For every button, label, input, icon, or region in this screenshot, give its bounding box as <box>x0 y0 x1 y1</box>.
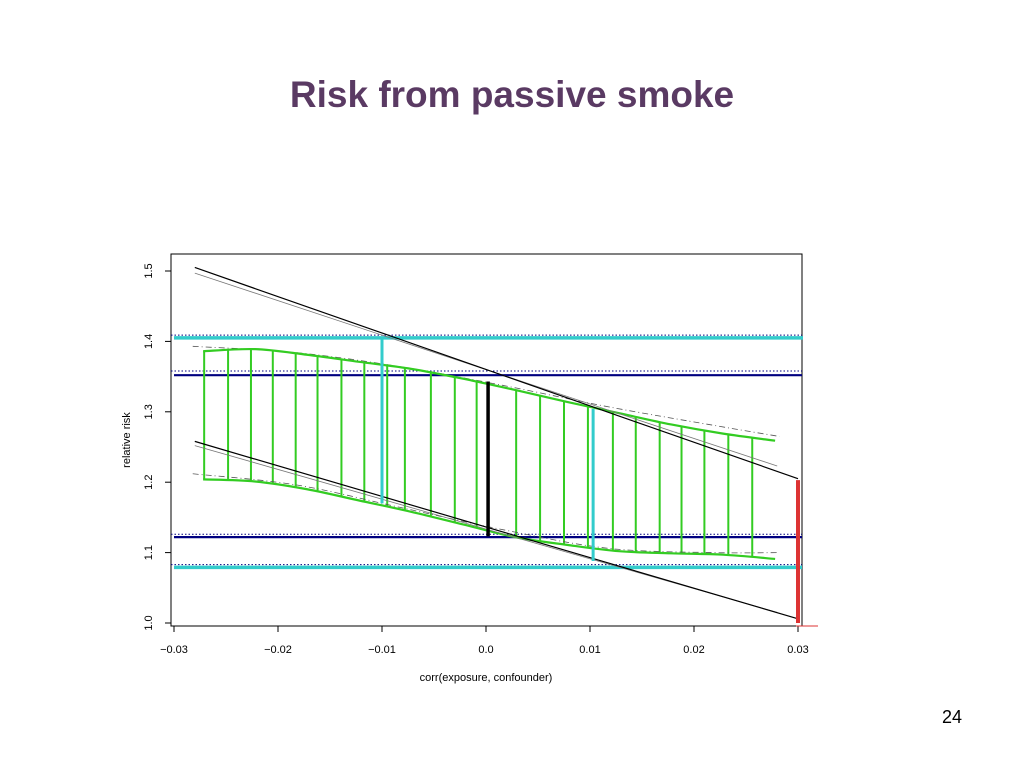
page-number: 24 <box>941 707 962 727</box>
x-tick-label: −0.02 <box>264 644 292 656</box>
slide-title: Risk from passive smoke <box>289 74 735 115</box>
y-tick-label: 1.5 <box>143 263 155 278</box>
x-tick-label: 0.01 <box>579 644 600 656</box>
y-tick-label: 1.4 <box>143 334 155 349</box>
band-upper-dashed <box>192 345 780 437</box>
black-diagonal-line <box>194 266 799 480</box>
y-tick-label: 1.1 <box>143 545 155 560</box>
y-axis-label: relative risk <box>121 412 133 468</box>
black-diagonal-line <box>194 440 799 620</box>
x-axis-label: corr(exposure, confounder) <box>420 672 553 684</box>
x-tick-label: 0.03 <box>787 644 808 656</box>
x-tick-label: 0.02 <box>683 644 704 656</box>
y-tick-label: 1.2 <box>143 475 155 490</box>
band-lower-dashed <box>192 473 780 554</box>
y-tick-label: 1.0 <box>143 615 155 630</box>
y-tick-label: 1.3 <box>143 404 155 419</box>
x-tick-label: −0.03 <box>160 644 188 656</box>
x-tick-label: 0.0 <box>478 644 493 656</box>
x-tick-label: −0.01 <box>368 644 396 656</box>
